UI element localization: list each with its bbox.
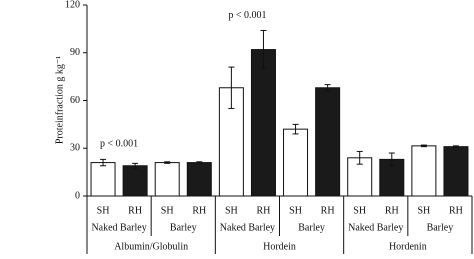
x-tick-label: RH: [257, 205, 271, 216]
category-label: Barley: [170, 222, 197, 233]
bar: [411, 145, 437, 197]
x-tick-label: RH: [128, 205, 142, 216]
x-tick-label: RH: [449, 205, 463, 216]
x-tick-label: SH: [417, 205, 430, 216]
y-tick-label: 120: [65, 0, 80, 10]
x-tick-label: SH: [225, 205, 238, 216]
annotation: p < 0.001: [228, 10, 266, 21]
x-tick-label: SH: [289, 205, 302, 216]
error-bar: [292, 123, 299, 135]
error-bar: [260, 29, 267, 70]
category-label: Barley: [427, 222, 454, 233]
error-bar: [164, 161, 171, 164]
x-tick-label: SH: [161, 205, 174, 216]
category-label: Barley: [298, 222, 325, 233]
y-tick-label: 0: [75, 190, 80, 201]
error-bar: [196, 161, 203, 164]
x-tick-label: SH: [97, 205, 110, 216]
bar: [283, 128, 309, 197]
error-bar: [324, 84, 331, 92]
y-axis-label: Proteinfraction g kg⁻¹: [54, 56, 65, 144]
y-tick-label: 30: [70, 143, 80, 154]
group-label: Albumin/Globulin: [114, 241, 188, 252]
error-bar: [388, 152, 395, 167]
error-bar: [132, 162, 139, 169]
error-bar: [228, 66, 235, 109]
group-label: Hordein: [263, 241, 296, 252]
bar: [250, 49, 276, 197]
bar: [186, 162, 212, 197]
group-label: Hordenin: [389, 241, 427, 252]
error-bar: [356, 150, 363, 165]
x-tick-label: RH: [321, 205, 335, 216]
bar: [154, 162, 180, 197]
error-bar: [420, 144, 427, 148]
bar: [122, 165, 148, 197]
bar: [90, 162, 116, 197]
bar: [315, 87, 341, 197]
x-tick-label: RH: [385, 205, 399, 216]
x-tick-label: SH: [353, 205, 366, 216]
error-bar: [100, 158, 107, 167]
y-tick-label: 90: [70, 47, 80, 58]
y-tick-label: 60: [70, 95, 80, 106]
category-label: Naked Barley: [348, 222, 403, 233]
x-tick-label: RH: [192, 205, 206, 216]
category-label: Naked Barley: [91, 222, 146, 233]
bar: [443, 146, 469, 197]
annotation: p < 0.001: [100, 139, 138, 150]
error-bar: [452, 145, 459, 148]
category-label: Naked Barley: [220, 222, 275, 233]
